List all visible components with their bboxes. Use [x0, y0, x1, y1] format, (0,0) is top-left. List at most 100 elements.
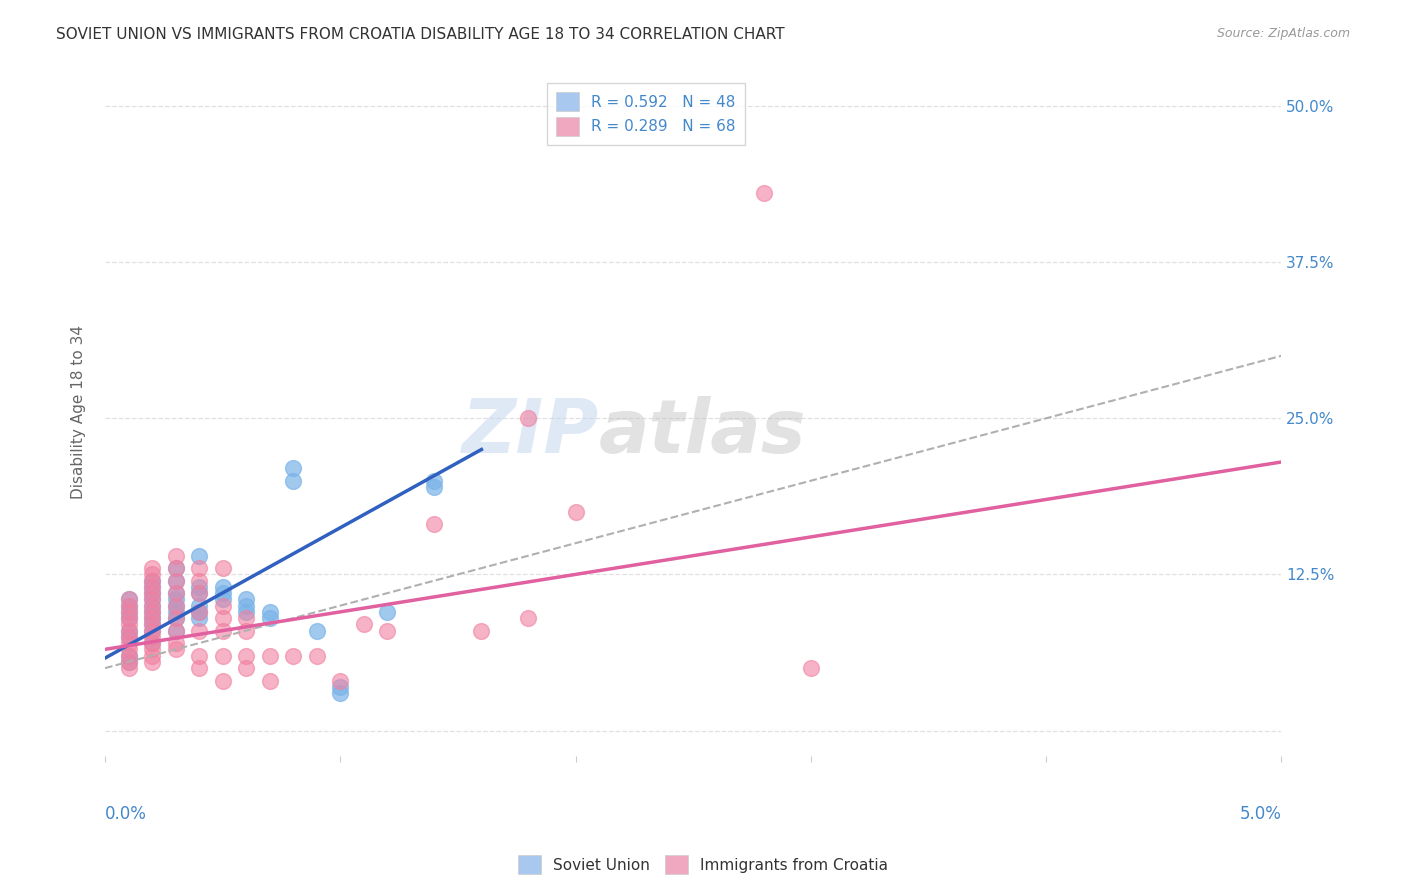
Point: [141, 599, 163, 613]
Point: [141, 624, 163, 638]
Point: [423, 480, 446, 494]
Point: [211, 673, 233, 688]
Point: [165, 624, 187, 638]
Point: [117, 605, 139, 619]
Point: [165, 636, 187, 650]
Point: [235, 605, 257, 619]
Point: [165, 642, 187, 657]
Point: [141, 611, 163, 625]
Point: [259, 673, 281, 688]
Point: [117, 636, 139, 650]
Point: [165, 561, 187, 575]
Point: [188, 580, 211, 594]
Point: [141, 580, 163, 594]
Point: [117, 624, 139, 638]
Point: [141, 605, 163, 619]
Point: [117, 648, 139, 663]
Point: [117, 617, 139, 632]
Point: [188, 605, 211, 619]
Point: [188, 561, 211, 575]
Point: [165, 611, 187, 625]
Point: [117, 661, 139, 675]
Point: [235, 611, 257, 625]
Point: [141, 567, 163, 582]
Point: [235, 599, 257, 613]
Text: atlas: atlas: [599, 396, 807, 469]
Point: [211, 611, 233, 625]
Point: [211, 580, 233, 594]
Point: [375, 605, 398, 619]
Point: [800, 661, 823, 675]
Text: Source: ZipAtlas.com: Source: ZipAtlas.com: [1216, 27, 1350, 40]
Point: [211, 586, 233, 600]
Point: [117, 611, 139, 625]
Point: [259, 611, 281, 625]
Point: [211, 648, 233, 663]
Point: [305, 624, 328, 638]
Point: [188, 648, 211, 663]
Point: [165, 561, 187, 575]
Point: [165, 611, 187, 625]
Point: [188, 661, 211, 675]
Point: [117, 655, 139, 669]
Point: [188, 574, 211, 588]
Point: [517, 411, 540, 425]
Point: [141, 636, 163, 650]
Point: [259, 605, 281, 619]
Point: [165, 586, 187, 600]
Point: [117, 630, 139, 644]
Point: [141, 655, 163, 669]
Point: [329, 680, 352, 694]
Text: ZIP: ZIP: [461, 396, 599, 469]
Point: [117, 655, 139, 669]
Point: [235, 648, 257, 663]
Point: [141, 605, 163, 619]
Point: [117, 642, 139, 657]
Point: [117, 605, 139, 619]
Point: [117, 630, 139, 644]
Point: [117, 648, 139, 663]
Point: [165, 549, 187, 563]
Point: [141, 636, 163, 650]
Point: [423, 474, 446, 488]
Point: [165, 599, 187, 613]
Point: [141, 592, 163, 607]
Point: [141, 580, 163, 594]
Legend: R = 0.592   N = 48, R = 0.289   N = 68: R = 0.592 N = 48, R = 0.289 N = 68: [547, 83, 745, 145]
Point: [141, 586, 163, 600]
Point: [329, 673, 352, 688]
Point: [165, 599, 187, 613]
Point: [165, 624, 187, 638]
Point: [165, 574, 187, 588]
Text: SOVIET UNION VS IMMIGRANTS FROM CROATIA DISABILITY AGE 18 TO 34 CORRELATION CHAR: SOVIET UNION VS IMMIGRANTS FROM CROATIA …: [56, 27, 785, 42]
Point: [188, 586, 211, 600]
Point: [235, 592, 257, 607]
Point: [211, 592, 233, 607]
Point: [117, 592, 139, 607]
Point: [375, 624, 398, 638]
Point: [141, 642, 163, 657]
Point: [141, 648, 163, 663]
Point: [141, 624, 163, 638]
Point: [141, 592, 163, 607]
Point: [117, 599, 139, 613]
Point: [188, 624, 211, 638]
Point: [117, 624, 139, 638]
Point: [141, 574, 163, 588]
Point: [141, 586, 163, 600]
Point: [188, 549, 211, 563]
Point: [117, 592, 139, 607]
Point: [165, 605, 187, 619]
Point: [165, 574, 187, 588]
Point: [423, 517, 446, 532]
Point: [211, 561, 233, 575]
Point: [141, 574, 163, 588]
Text: 0.0%: 0.0%: [105, 805, 146, 823]
Point: [117, 599, 139, 613]
Point: [141, 617, 163, 632]
Point: [141, 611, 163, 625]
Point: [283, 461, 305, 475]
Point: [305, 648, 328, 663]
Point: [259, 648, 281, 663]
Point: [141, 617, 163, 632]
